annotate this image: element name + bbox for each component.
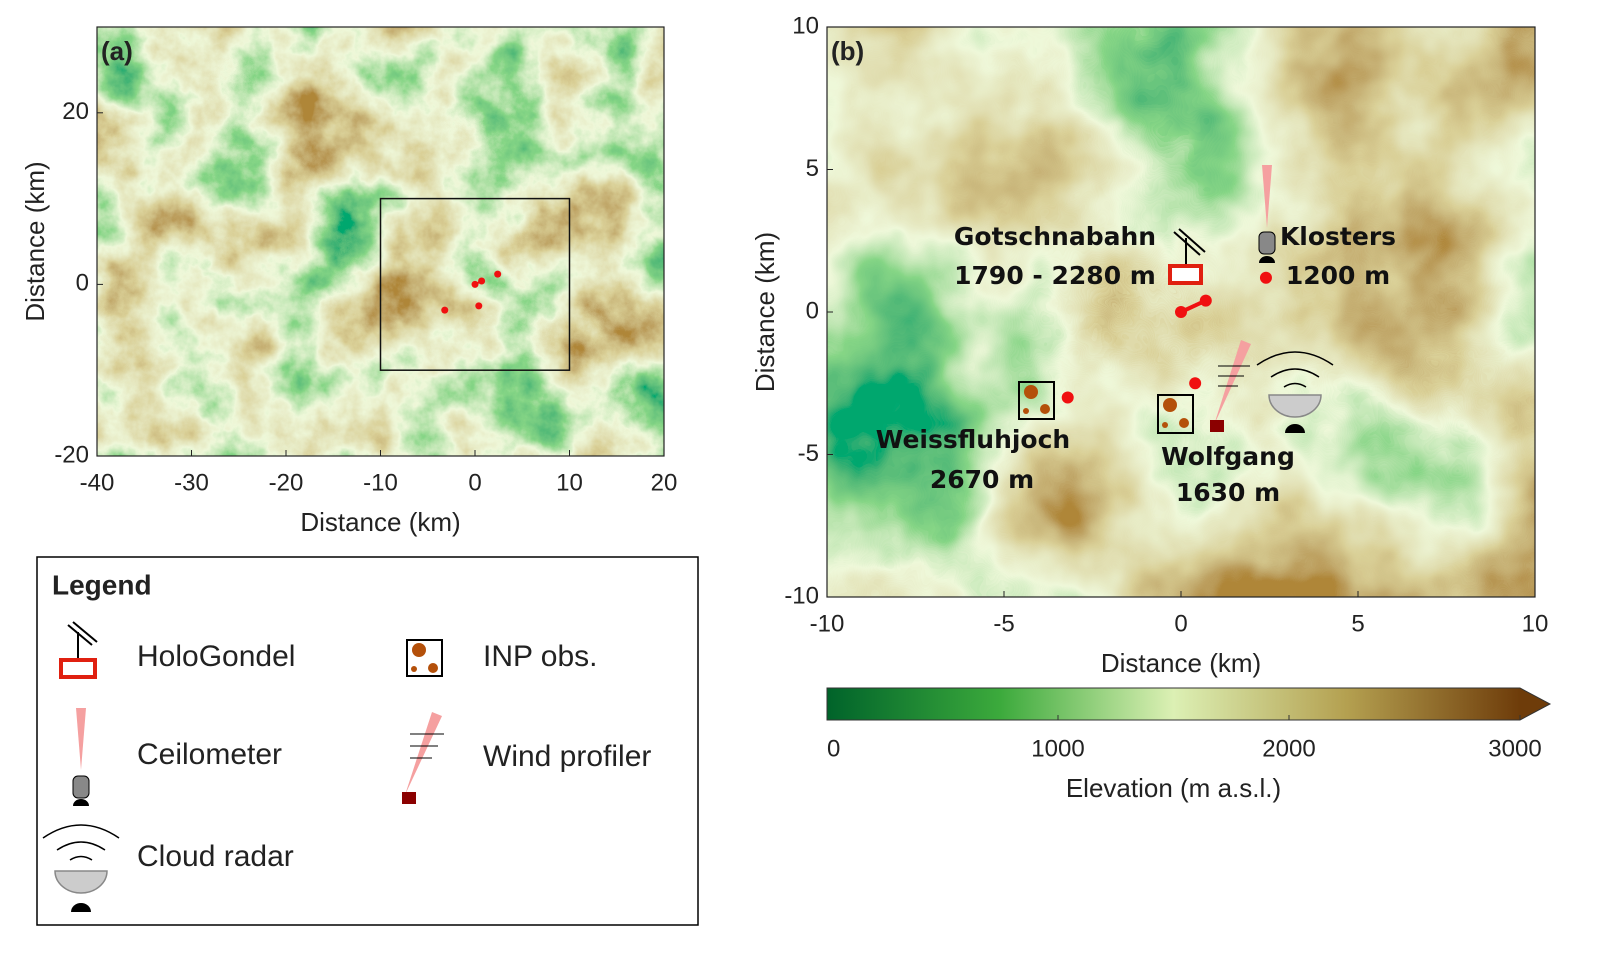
colorbar-tick-label: 1000	[1031, 735, 1084, 762]
site-point	[1189, 377, 1202, 390]
x-tick-label: -5	[993, 610, 1014, 637]
legend-title: Legend	[52, 569, 152, 600]
x-tick-label: 10	[1522, 610, 1549, 637]
legend-item: HoloGondel	[137, 640, 295, 673]
legend-item: INP obs.	[483, 640, 598, 673]
colorbar-tick-label: 0	[827, 735, 840, 762]
y-tick-label: -10	[784, 582, 819, 609]
x-tick-label: -10	[363, 469, 398, 496]
y-tick-label: 0	[806, 297, 819, 324]
site-elevation: 2670 m	[930, 465, 1034, 494]
icon-wind-profiler	[402, 712, 444, 804]
site-point	[441, 306, 449, 314]
icon-cloud-radar	[1256, 351, 1334, 433]
site-elevation: 1790 - 2280 m	[954, 261, 1156, 290]
colorbar-extend	[1520, 688, 1550, 720]
y-tick-label: 5	[806, 155, 819, 182]
site-point	[1259, 271, 1272, 284]
icon-ceilometer	[72, 708, 90, 806]
icon-inp	[1157, 394, 1194, 434]
icon-gondel	[59, 621, 98, 679]
site-point	[1061, 391, 1074, 404]
inset-box	[379, 197, 571, 371]
x-tick-label: 10	[556, 469, 583, 496]
legend-item: Cloud radar	[137, 840, 294, 873]
colorbar-tick-label: 3000	[1488, 735, 1541, 762]
x-tick-label: 20	[651, 469, 678, 496]
x-tick-label: -40	[80, 469, 115, 496]
icon-ceilometer	[1258, 165, 1276, 263]
colorbar	[827, 688, 1520, 720]
x-tick-label: 5	[1351, 610, 1364, 637]
site-name: Gotschnabahn	[954, 222, 1156, 251]
x-tick-label: 0	[468, 469, 481, 496]
site-elevation: 1200 m	[1286, 261, 1390, 290]
site-name: Klosters	[1280, 222, 1396, 251]
site-name: Weissfluhjoch	[876, 425, 1070, 454]
panel-label: (b)	[831, 36, 864, 66]
x-tick-label: -10	[810, 610, 845, 637]
icon-inp	[406, 639, 443, 677]
legend-box	[36, 556, 699, 926]
colorbar-tick-label: 2000	[1262, 735, 1315, 762]
site-point	[478, 277, 486, 285]
colorbar-label: Elevation (m a.s.l.)	[1066, 773, 1281, 803]
icon-cloud-radar	[42, 824, 120, 912]
site-point	[494, 270, 502, 278]
site-point	[1199, 294, 1212, 307]
y-tick-label: 0	[76, 270, 89, 297]
icon-wind-profiler	[1210, 340, 1251, 432]
y-tick-label: -5	[798, 440, 819, 467]
panel-label: (a)	[101, 36, 133, 66]
site-elevation: 1630 m	[1176, 478, 1280, 507]
site-point	[475, 302, 483, 310]
legend-item: Wind profiler	[483, 740, 651, 773]
icon-inp	[1018, 381, 1055, 420]
y-tick-label: -20	[54, 441, 89, 468]
x-axis-label: Distance (km)	[1101, 648, 1261, 678]
y-tick-label: 20	[62, 98, 89, 125]
site-point	[1175, 306, 1187, 318]
x-axis-label: Distance (km)	[300, 507, 460, 537]
legend-item: Ceilometer	[137, 738, 282, 771]
y-axis-label: Distance (km)	[750, 232, 780, 392]
icon-gondel	[1168, 228, 1206, 285]
colorbar-frame	[826, 687, 1552, 721]
y-tick-label: 10	[792, 12, 819, 39]
site-name: Wolfgang	[1161, 442, 1295, 471]
x-tick-label: 0	[1174, 610, 1187, 637]
y-axis-label: Distance (km)	[20, 161, 50, 321]
site-point	[471, 280, 479, 288]
x-tick-label: -30	[174, 469, 209, 496]
x-tick-label: -20	[269, 469, 304, 496]
